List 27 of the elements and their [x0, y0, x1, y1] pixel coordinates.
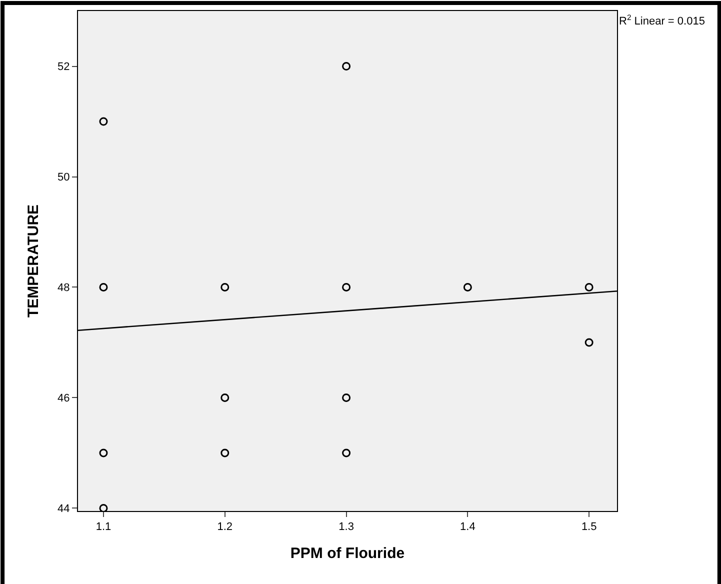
point	[99, 448, 108, 458]
point	[584, 282, 594, 292]
x-tick-label: 1.4	[460, 521, 476, 534]
y-axis-title: TEMPERATURE	[24, 204, 42, 318]
x-axis-title: PPM of Flouride	[290, 545, 405, 562]
y-tick-label: 50	[58, 172, 70, 184]
point	[463, 282, 472, 292]
point	[99, 117, 108, 126]
point	[342, 282, 351, 292]
point	[99, 282, 108, 292]
x-tick-label: 1.3	[338, 521, 354, 534]
y-tick-label: 48	[58, 282, 70, 294]
point	[220, 393, 230, 402]
y-tick-label: 52	[58, 61, 70, 74]
point	[342, 62, 351, 70]
point	[584, 338, 594, 347]
text: R$^{2}$ Linear = 0.015	[619, 13, 705, 28]
y-tick-label: 44	[58, 503, 70, 516]
x-tick-label: 1.5	[581, 521, 597, 534]
point	[342, 393, 351, 402]
point	[220, 448, 230, 458]
y-tick-label: 46	[58, 392, 70, 405]
x-tick-label: 1.1	[96, 521, 112, 534]
point	[99, 504, 108, 511]
x-tick-label: 1.2	[217, 521, 233, 534]
point	[342, 448, 351, 458]
point	[220, 282, 230, 292]
